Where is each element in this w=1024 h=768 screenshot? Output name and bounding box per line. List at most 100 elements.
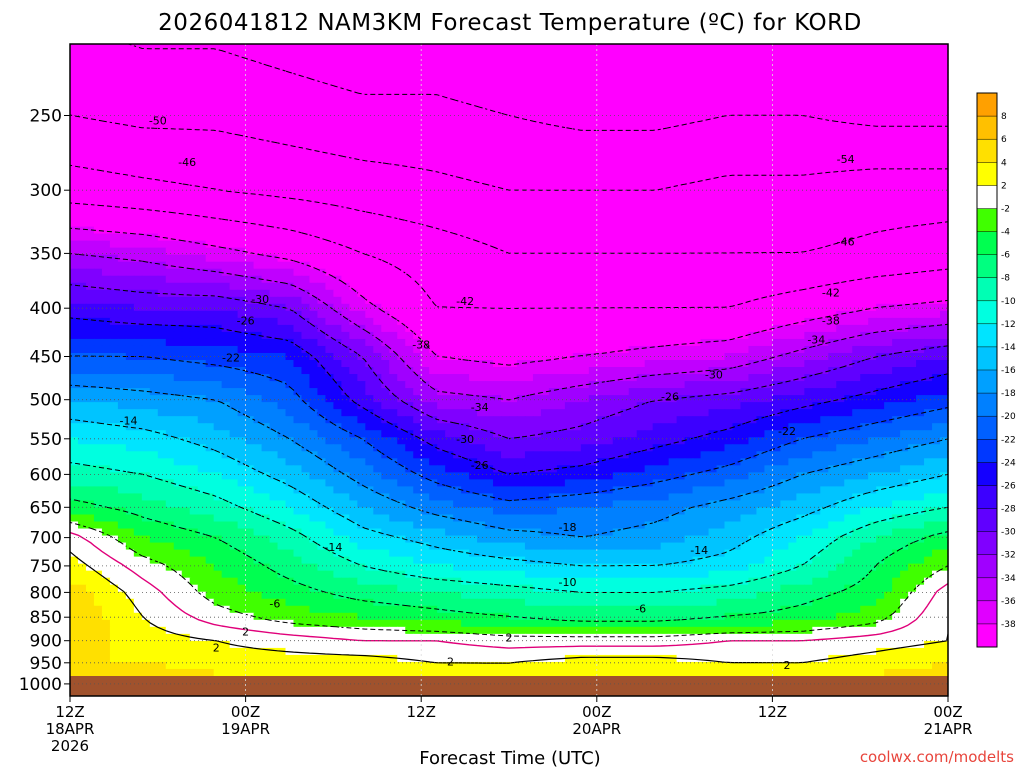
field-cell: [516, 212, 526, 221]
field-cell: [812, 58, 821, 66]
field-cell: [357, 142, 366, 150]
field-cell: [628, 86, 638, 94]
field-cell: [684, 156, 694, 164]
field-cell: [389, 51, 398, 59]
field-cell: [397, 184, 406, 193]
field-cell: [277, 261, 287, 270]
field-cell: [293, 156, 303, 164]
field-cell: [117, 156, 127, 164]
field-cell: [684, 352, 694, 361]
field-cell: [844, 72, 853, 80]
field-cell: [612, 107, 622, 115]
field-cell: [596, 163, 606, 171]
field-cell: [772, 191, 781, 200]
field-cell: [772, 72, 781, 80]
field-cell: [828, 240, 837, 249]
field-cell: [812, 275, 821, 284]
field-cell: [85, 254, 95, 263]
field-cell: [133, 219, 143, 228]
field-cell: [333, 142, 342, 150]
field-cell: [341, 296, 350, 305]
field-cell: [293, 205, 303, 214]
field-cell: [109, 212, 119, 221]
field-cell: [572, 324, 582, 333]
field-cell: [780, 226, 789, 235]
field-cell: [812, 205, 821, 214]
field-cell: [796, 254, 805, 263]
field-cell: [812, 128, 821, 136]
field-cell: [620, 226, 630, 235]
field-cell: [780, 240, 789, 249]
field-cell: [213, 100, 223, 108]
field-cell: [940, 310, 949, 319]
field-cell: [860, 268, 869, 277]
field-cell: [628, 345, 638, 354]
field-cell: [197, 93, 207, 101]
field-cell: [173, 254, 183, 263]
field-cell: [285, 121, 295, 129]
field-cell: [540, 142, 550, 150]
field-cell: [852, 114, 861, 122]
field-cell: [317, 289, 327, 298]
field-cell: [836, 149, 845, 157]
field-cell: [269, 65, 279, 73]
field-cell: [373, 135, 382, 143]
field-cell: [916, 247, 925, 256]
field-cell: [333, 317, 342, 326]
field-cell: [652, 128, 662, 136]
field-cell: [772, 177, 781, 186]
field-cell: [724, 331, 734, 340]
field-cell: [556, 303, 566, 312]
field-cell: [205, 44, 215, 52]
field-cell: [732, 107, 742, 115]
field-cell: [812, 331, 821, 340]
field-cell: [189, 261, 199, 270]
field-cell: [852, 212, 861, 221]
field-cell: [165, 79, 175, 87]
field-cell: [604, 247, 614, 256]
field-cell: [868, 191, 877, 200]
field-cell: [85, 114, 95, 122]
field-cell: [732, 317, 742, 326]
field-cell: [461, 191, 470, 200]
field-cell: [325, 79, 334, 87]
field-cell: [405, 149, 414, 157]
field-cell: [604, 303, 614, 312]
field-cell: [437, 345, 446, 354]
field-cell: [804, 324, 813, 333]
field-cell: [916, 184, 925, 193]
field-cell: [309, 121, 319, 129]
field-cell: [189, 170, 199, 179]
field-cell: [325, 275, 334, 284]
field-cell: [269, 247, 279, 256]
field-cell: [764, 170, 773, 179]
field-cell: [389, 212, 398, 221]
field-cell: [365, 135, 374, 143]
field-cell: [908, 226, 917, 235]
field-cell: [445, 128, 454, 136]
field-cell: [117, 58, 127, 66]
field-cell: [764, 212, 773, 221]
field-cell: [309, 254, 319, 263]
field-cell: [413, 254, 422, 263]
field-cell: [604, 352, 614, 361]
field-cell: [708, 149, 718, 157]
field-cell: [357, 156, 366, 164]
field-cell: [117, 205, 127, 214]
field-cell: [357, 233, 366, 242]
field-cell: [125, 128, 135, 136]
field-cell: [868, 205, 877, 214]
field-cell: [197, 233, 207, 242]
field-cell: [548, 135, 558, 143]
field-cell: [876, 233, 885, 242]
field-cell: [213, 289, 223, 298]
field-cell: [309, 65, 319, 73]
field-cell: [469, 240, 478, 249]
field-cell: [692, 51, 702, 59]
field-cell: [373, 86, 382, 94]
field-cell: [780, 191, 789, 200]
field-cell: [588, 170, 598, 179]
field-cell: [373, 149, 382, 157]
field-cell: [836, 191, 845, 200]
field-cell: [309, 345, 319, 354]
